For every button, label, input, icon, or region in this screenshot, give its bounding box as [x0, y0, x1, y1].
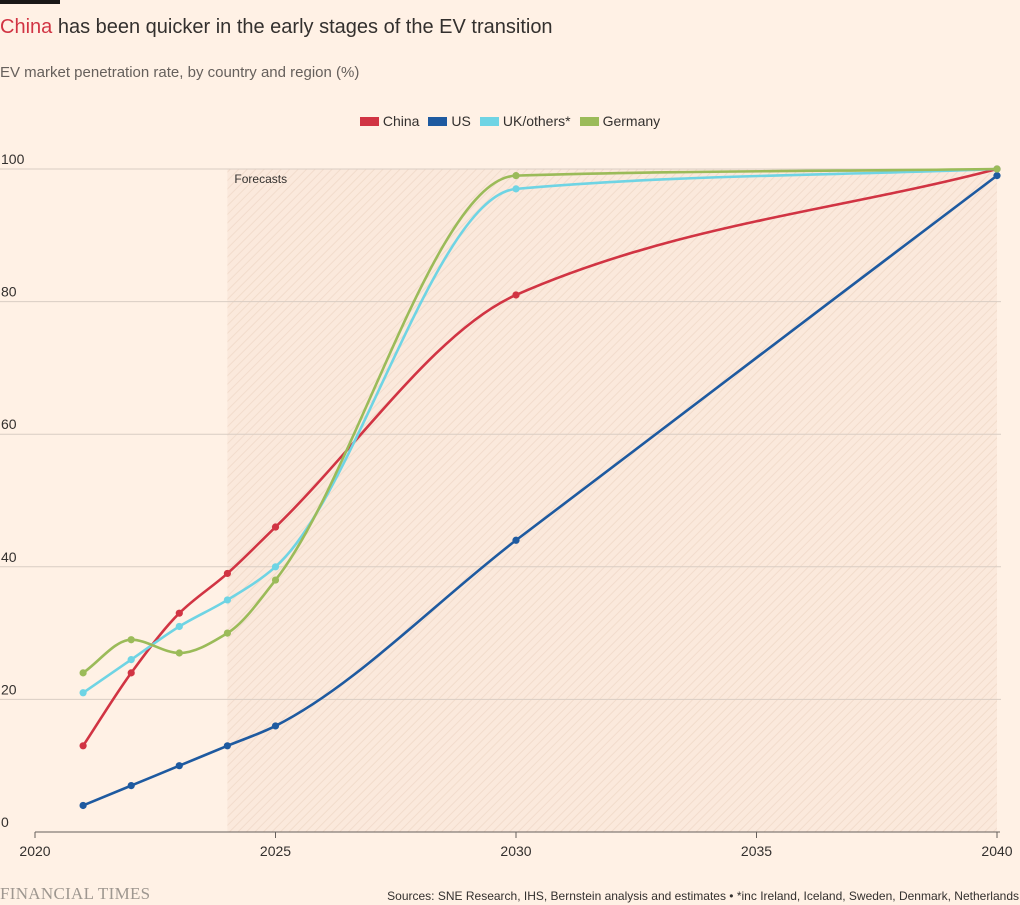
data-point-germany: [223, 629, 231, 637]
data-point-uk-others: [512, 185, 520, 193]
data-point-germany: [993, 165, 1001, 173]
brand-bar: [0, 0, 60, 4]
legend-label: UK/others*: [502, 113, 571, 129]
data-point-us: [223, 742, 231, 750]
data-point-uk-others: [223, 596, 231, 604]
data-point-china: [127, 669, 135, 677]
legend-item-us: US: [428, 113, 471, 129]
legend-item-germany: Germany: [579, 113, 661, 129]
legend-item-china: China: [359, 113, 420, 129]
chart-title: China has been quicker in the early stag…: [0, 16, 553, 39]
data-point-us: [79, 801, 87, 810]
chart-legend: China US UK/others* Germany: [0, 113, 1020, 129]
x-tick-label: 2040: [981, 843, 1012, 859]
data-point-uk-others: [127, 656, 135, 664]
source-note: Sources: SNE Research, IHS, Bernstein an…: [387, 889, 1019, 903]
data-point-germany: [175, 649, 183, 657]
data-point-china: [512, 291, 520, 299]
data-point-us: [271, 722, 280, 730]
y-tick-label: 60: [1, 416, 17, 432]
y-tick-label: 0: [1, 814, 9, 830]
y-tick-label: 40: [1, 549, 17, 565]
x-tick-label: 2035: [741, 843, 772, 859]
data-point-china: [175, 609, 183, 617]
forecast-region: [227, 169, 997, 832]
data-point-us: [993, 172, 1001, 180]
forecast-label: Forecasts: [234, 172, 287, 186]
legend-label: Germany: [602, 113, 661, 129]
data-point-us: [175, 762, 183, 770]
x-tick-label: 2020: [19, 843, 50, 859]
series-line-germany: [81, 167, 999, 675]
data-point-uk-others: [79, 689, 87, 697]
data-point-us: [512, 536, 520, 544]
legend-swatch: [428, 116, 448, 126]
data-point-germany: [512, 172, 520, 180]
ft-logo: FINANCIAL TIMES: [0, 884, 151, 903]
y-tick-label: 80: [1, 284, 17, 300]
data-point-germany: [271, 576, 280, 584]
data-point-uk-others: [175, 622, 183, 631]
legend-item-uk-others: UK/others*: [479, 113, 571, 129]
data-point-china: [79, 742, 87, 750]
legend-swatch: [479, 116, 499, 126]
chart-title-rest: has been quicker in the early stages of …: [52, 16, 553, 38]
data-point-china: [271, 523, 280, 531]
x-tick-label: 2025: [260, 843, 291, 859]
chart-subtitle: EV market penetration rate, by country a…: [0, 64, 360, 81]
legend-label: China: [382, 113, 420, 129]
data-point-uk-others: [271, 563, 280, 571]
series-line-us: [81, 174, 999, 807]
y-tick-label: 100: [1, 151, 25, 167]
data-point-us: [127, 781, 135, 790]
data-point-china: [223, 569, 231, 578]
x-tick-label: 2030: [500, 843, 531, 859]
y-tick-label: 20: [1, 681, 17, 697]
chart-title-highlight: China: [0, 16, 53, 38]
legend-label: US: [451, 113, 471, 129]
legend-swatch: [359, 116, 379, 126]
data-point-germany: [79, 669, 87, 677]
legend-swatch: [579, 116, 599, 126]
data-point-germany: [127, 636, 135, 644]
